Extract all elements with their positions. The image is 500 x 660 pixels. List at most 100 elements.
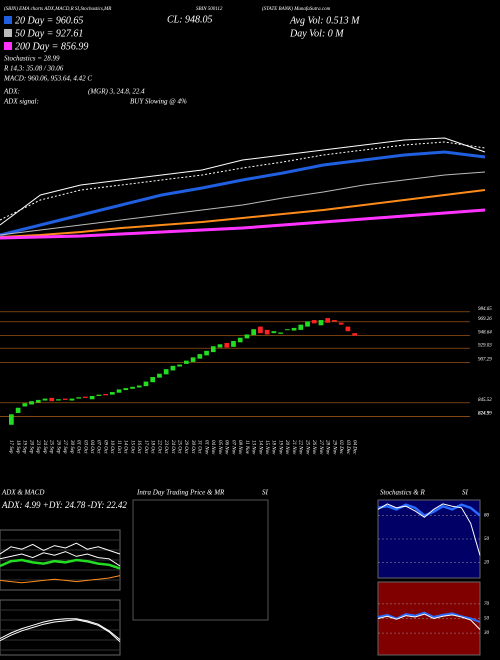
x-tick-label: 27 Nov bbox=[318, 440, 323, 455]
legend-swatch bbox=[4, 16, 12, 24]
candle bbox=[109, 392, 115, 395]
rsi: R 14,3: 35.08 / 30.06 bbox=[3, 65, 64, 73]
x-tick-label: 25 Nov bbox=[304, 440, 309, 455]
candle bbox=[83, 396, 88, 398]
x-tick-label: 01 Nov bbox=[203, 440, 208, 455]
candle bbox=[278, 332, 283, 334]
x-tick-label: 27 Sep bbox=[62, 440, 67, 454]
candle bbox=[103, 394, 108, 396]
x-tick-label: 08 Nov bbox=[237, 440, 242, 455]
x-tick-label: 23 Oct bbox=[163, 440, 168, 454]
y-tick-label: 824.99 bbox=[478, 411, 492, 416]
header: (SBIN) EMA charts ADX,MACD,R SI,Stochast… bbox=[3, 7, 360, 105]
candle bbox=[184, 360, 189, 364]
candle bbox=[89, 395, 95, 400]
y-tick-label: 907.29 bbox=[478, 358, 492, 363]
candle bbox=[332, 320, 337, 322]
x-tick-label: 11 Oct bbox=[116, 440, 121, 454]
x-tick-label: 22 Oct bbox=[156, 440, 161, 454]
x-tick-label: 15 Oct bbox=[129, 440, 134, 454]
candle bbox=[291, 327, 297, 331]
ema200: 200 Day = 856.99 bbox=[15, 41, 88, 52]
x-tick-label: 06 Nov bbox=[224, 440, 229, 455]
x-tick-label: 16 Oct bbox=[136, 440, 141, 454]
x-tick-label: 25 Sep bbox=[49, 440, 54, 454]
panel-frame bbox=[377, 499, 481, 579]
header-title: (SBIN) EMA charts ADX,MACD,R SI,Stochast… bbox=[4, 7, 111, 12]
candle bbox=[284, 329, 290, 331]
x-tick-label: 03 Oct bbox=[82, 440, 87, 454]
candle bbox=[258, 326, 263, 334]
y-tick-label: 845.52 bbox=[478, 398, 492, 403]
x-tick-label: 07 Oct bbox=[96, 440, 101, 454]
x-tick-label: 18 Oct bbox=[150, 440, 155, 454]
y-tick-label: 948.64 bbox=[478, 330, 492, 335]
y-tick-label: 30 bbox=[484, 631, 490, 636]
series-line bbox=[377, 503, 481, 556]
candle bbox=[9, 414, 14, 425]
series-line bbox=[0, 150, 486, 237]
candle bbox=[305, 321, 310, 327]
candle bbox=[210, 346, 216, 353]
candle bbox=[96, 394, 102, 396]
macd: MACD: 960.06, 953.64, 4.42 C bbox=[3, 75, 92, 83]
y-tick-label: 20 bbox=[484, 561, 490, 566]
candle bbox=[264, 329, 270, 335]
series-line bbox=[0, 575, 121, 584]
x-tick-label: 29 Oct bbox=[183, 440, 188, 454]
header-company: (STATE BANK) MunafaSutra.com bbox=[262, 7, 331, 12]
legend-swatch bbox=[4, 29, 12, 37]
candle bbox=[204, 350, 209, 356]
intraday-title-end: SI bbox=[262, 489, 269, 497]
candle bbox=[325, 318, 331, 323]
ema50: 50 Day = 927.61 bbox=[15, 28, 83, 39]
x-tick-label: 02 Dec bbox=[338, 440, 343, 455]
y-tick-label: 984.65 bbox=[478, 307, 492, 312]
x-tick-label: 04 Nov bbox=[210, 440, 215, 455]
x-tick-label: 01 Oct bbox=[76, 440, 81, 454]
series-line bbox=[0, 618, 121, 640]
close-price: CL: 948.05 bbox=[167, 14, 213, 25]
x-tick-label: 20 Sep bbox=[28, 440, 33, 454]
candle bbox=[311, 320, 317, 324]
candle bbox=[116, 389, 122, 393]
series-line bbox=[0, 171, 486, 236]
series-line bbox=[0, 137, 486, 226]
y-tick-label: 929.03 bbox=[478, 343, 492, 348]
series-line bbox=[0, 208, 486, 240]
candle bbox=[143, 381, 149, 387]
candle bbox=[35, 399, 41, 403]
panel-title-end: SI bbox=[462, 489, 469, 497]
x-tick-label: 19 Nov bbox=[277, 440, 282, 455]
candle bbox=[163, 369, 169, 375]
stochastics: Stochastics = 28.99 bbox=[4, 55, 60, 63]
candle bbox=[251, 329, 257, 336]
candle bbox=[15, 407, 21, 413]
y-tick-label: 50 bbox=[484, 537, 490, 542]
x-tick-label: 24 Oct bbox=[170, 440, 175, 454]
candle bbox=[271, 331, 277, 334]
x-tick-label: 26 Nov bbox=[311, 440, 316, 455]
candle bbox=[22, 403, 28, 407]
candle bbox=[338, 322, 344, 325]
candle bbox=[177, 364, 182, 367]
candle bbox=[123, 388, 129, 391]
y-tick-label: 969.26 bbox=[478, 317, 492, 322]
x-tick-label: 24 Sep bbox=[42, 440, 47, 454]
y-tick-label: 50 bbox=[484, 617, 490, 622]
legend-swatch bbox=[4, 42, 12, 50]
intraday-panel: Intra Day Trading Price & MR SI bbox=[132, 489, 269, 621]
x-tick-label: 25 Oct bbox=[176, 440, 181, 454]
series-line bbox=[0, 542, 121, 555]
series-line bbox=[377, 611, 481, 624]
x-tick-label: 18 Nov bbox=[271, 440, 276, 455]
adx-value: (MGR) 3, 24.8, 22.4 bbox=[88, 88, 145, 96]
candle bbox=[298, 324, 304, 330]
y-tick-label: 824.9 bbox=[478, 411, 490, 416]
x-tick-label: 18 Sep bbox=[15, 440, 20, 454]
panel-title: Stochastics & R bbox=[380, 489, 425, 497]
series-line bbox=[0, 619, 121, 643]
candle bbox=[49, 397, 55, 402]
x-tick-label: 05 Nov bbox=[217, 440, 222, 455]
